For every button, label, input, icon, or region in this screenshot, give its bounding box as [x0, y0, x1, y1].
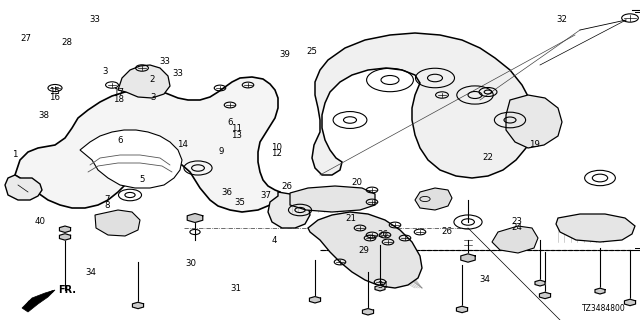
Text: 12: 12	[271, 149, 282, 158]
Text: 31: 31	[230, 284, 241, 293]
Polygon shape	[492, 226, 538, 253]
Polygon shape	[5, 175, 42, 200]
Text: 4: 4	[271, 236, 276, 245]
Text: 7: 7	[105, 195, 110, 204]
Polygon shape	[540, 292, 550, 299]
Text: 19: 19	[529, 140, 540, 149]
Text: 33: 33	[172, 69, 184, 78]
Text: 26: 26	[441, 227, 452, 236]
Polygon shape	[312, 33, 534, 178]
Polygon shape	[188, 213, 203, 222]
Text: 27: 27	[20, 34, 31, 43]
Text: 2: 2	[150, 76, 155, 84]
Polygon shape	[362, 308, 374, 315]
Text: 14: 14	[177, 140, 188, 149]
Text: 30: 30	[185, 259, 196, 268]
Text: FR.: FR.	[58, 285, 76, 295]
Text: 21: 21	[345, 214, 356, 223]
Polygon shape	[15, 77, 280, 212]
Text: 9: 9	[218, 147, 223, 156]
Text: 34: 34	[85, 268, 97, 277]
Polygon shape	[132, 302, 143, 308]
Text: 26: 26	[377, 230, 388, 239]
Text: 16: 16	[49, 93, 60, 102]
Text: 8: 8	[105, 201, 110, 210]
Text: 34: 34	[479, 275, 491, 284]
Text: 15: 15	[49, 87, 60, 96]
Polygon shape	[308, 212, 422, 288]
Polygon shape	[415, 188, 452, 210]
Text: 18: 18	[113, 95, 124, 104]
Polygon shape	[268, 192, 310, 228]
Polygon shape	[118, 65, 170, 98]
Text: 10: 10	[271, 143, 282, 152]
Text: 39: 39	[280, 50, 290, 59]
Text: 33: 33	[159, 57, 171, 66]
Text: 6: 6	[228, 118, 233, 127]
Text: 29: 29	[358, 246, 369, 255]
Polygon shape	[461, 254, 476, 262]
Polygon shape	[60, 226, 70, 232]
Polygon shape	[290, 186, 375, 212]
Text: 23: 23	[511, 217, 523, 226]
Text: 26: 26	[281, 182, 292, 191]
Text: 6: 6	[118, 136, 123, 145]
Text: 24: 24	[511, 223, 523, 232]
Text: 20: 20	[351, 178, 363, 187]
Text: 22: 22	[482, 153, 493, 162]
Text: 38: 38	[38, 111, 49, 120]
Polygon shape	[456, 306, 468, 313]
Polygon shape	[375, 285, 385, 291]
Polygon shape	[95, 210, 140, 236]
Polygon shape	[60, 234, 70, 240]
Text: 11: 11	[231, 124, 243, 133]
Text: 37: 37	[260, 191, 271, 200]
Text: 13: 13	[231, 131, 243, 140]
Text: 36: 36	[221, 188, 233, 197]
Polygon shape	[595, 288, 605, 294]
Polygon shape	[506, 95, 562, 148]
Text: 33: 33	[89, 15, 100, 24]
Text: 5: 5	[140, 175, 145, 184]
Text: 3: 3	[151, 93, 156, 102]
Text: 34: 34	[377, 281, 388, 290]
Polygon shape	[310, 297, 321, 303]
Polygon shape	[625, 299, 636, 306]
Text: 32: 32	[556, 15, 568, 24]
Polygon shape	[80, 130, 182, 188]
Text: 25: 25	[307, 47, 318, 56]
Text: TZ3484800: TZ3484800	[582, 304, 626, 313]
Text: 3: 3	[103, 67, 108, 76]
Text: 17: 17	[113, 88, 124, 97]
Text: 40: 40	[35, 217, 46, 226]
Text: 28: 28	[61, 38, 73, 47]
Text: 1: 1	[12, 150, 17, 159]
Polygon shape	[22, 290, 55, 312]
Polygon shape	[535, 280, 545, 286]
Text: 35: 35	[234, 198, 246, 207]
Polygon shape	[556, 214, 635, 242]
